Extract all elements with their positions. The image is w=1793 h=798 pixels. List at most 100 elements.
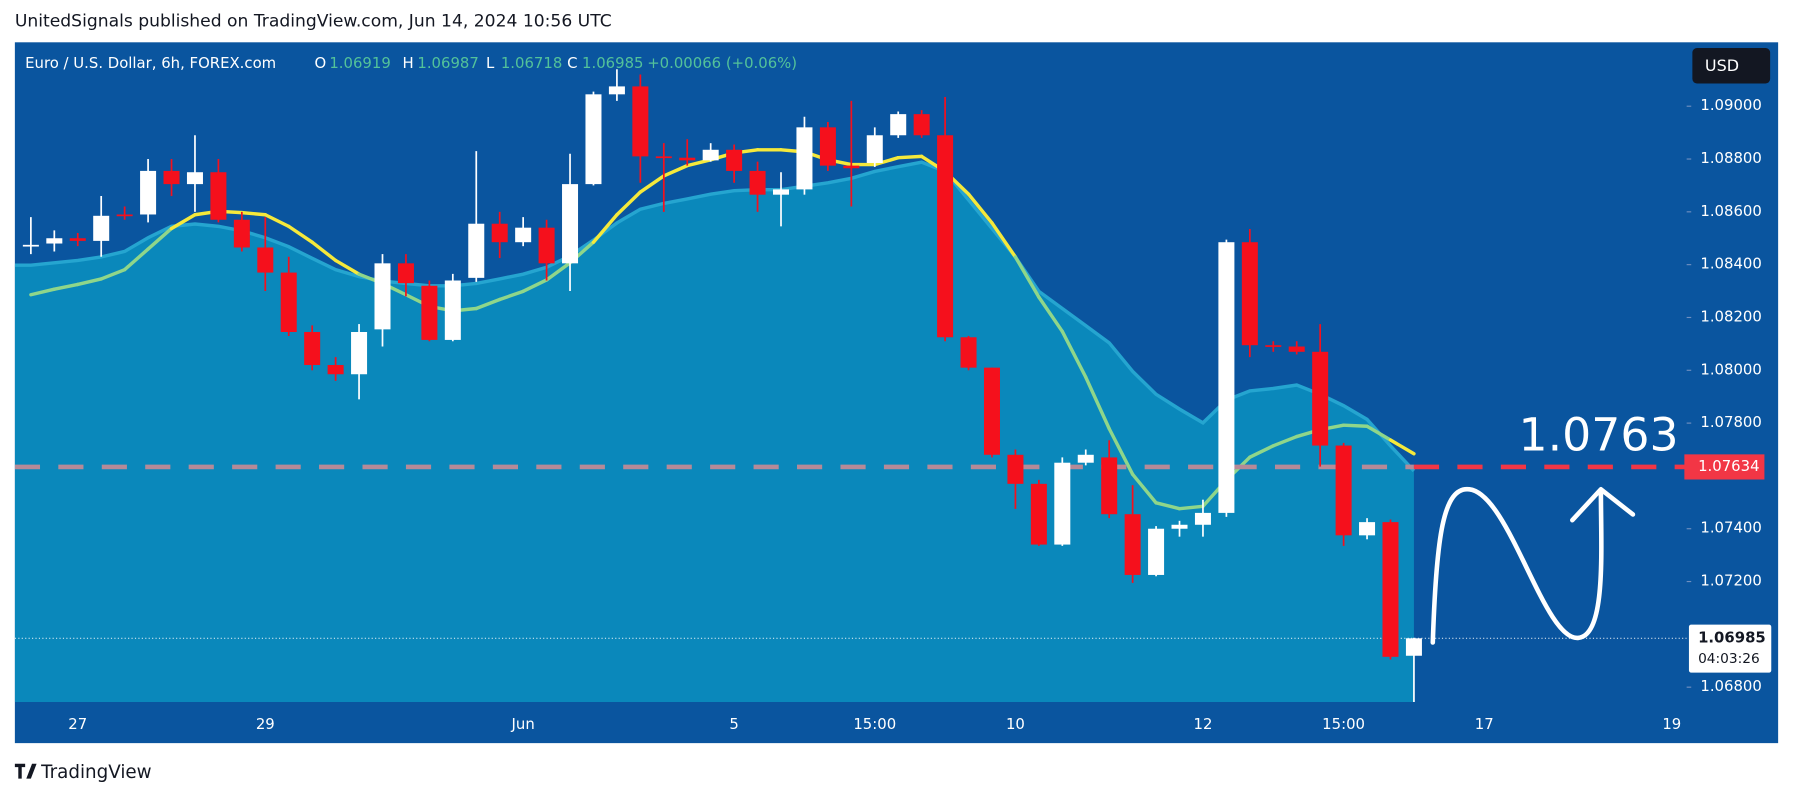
candle-body xyxy=(515,227,532,243)
currency-button[interactable] xyxy=(1692,48,1771,84)
indicator-line-segment xyxy=(76,277,103,287)
candle-body xyxy=(327,365,344,375)
candle-body xyxy=(397,263,414,284)
candle-body xyxy=(585,94,602,185)
drawn-arrow xyxy=(1430,487,1636,645)
x-tick-label: 27 xyxy=(68,715,87,733)
indicator-line-segment xyxy=(474,297,502,311)
candle-body xyxy=(632,86,649,157)
indicator-line-segment xyxy=(873,155,900,167)
indicator-line-segment xyxy=(1365,424,1393,442)
indicator-line-segment xyxy=(896,154,924,160)
legend-value: 1.06985 xyxy=(582,54,643,72)
indicator-line-segment xyxy=(990,221,1018,259)
indicator-line-segment xyxy=(685,158,713,168)
x-tick-label: 5 xyxy=(729,715,738,733)
candle-body xyxy=(773,189,790,195)
y-tick-label: 1.08800 xyxy=(1700,149,1761,167)
candle-body xyxy=(374,263,391,330)
symbol-title: Euro / U.S. Dollar, 6h, FOREX.com xyxy=(25,54,276,72)
candle-body xyxy=(1218,242,1235,513)
indicator-line-segment xyxy=(544,261,572,282)
candle-body xyxy=(233,219,250,248)
candle-body xyxy=(890,114,907,136)
candle-body xyxy=(655,156,672,159)
indicator-line-segment xyxy=(333,258,361,276)
candle-body xyxy=(679,157,696,161)
indicator-line-segment xyxy=(638,174,666,194)
candle-body xyxy=(69,238,86,241)
candle-body xyxy=(421,285,438,340)
candle-body xyxy=(1265,345,1282,347)
indicator-line-segment xyxy=(1130,472,1158,505)
candle-body xyxy=(866,135,883,163)
indicator-line-segment xyxy=(1107,426,1135,477)
target-annotation: 1.0763 xyxy=(1519,408,1679,461)
indicator-line-segment xyxy=(1154,501,1182,511)
indicator-line-segment xyxy=(287,224,314,244)
indicator-line-segment xyxy=(1388,438,1416,456)
overlay: 1.06800 1.07200 1.07400 1.07800 1.08000 1.082… xyxy=(68,96,1772,733)
legend-value: 1.06987 xyxy=(417,54,478,72)
candle-body xyxy=(491,223,508,243)
candle-body xyxy=(1007,454,1024,484)
indicator-line-segment xyxy=(1037,295,1065,334)
legend-change: +0.00066 (+0.06%) xyxy=(647,54,797,72)
candle-body xyxy=(749,170,766,195)
candle-body xyxy=(1171,524,1188,529)
indicator-line-segment xyxy=(1060,329,1088,379)
candle-body xyxy=(960,337,977,368)
y-tick-label: 1.08600 xyxy=(1700,202,1761,220)
candle-body xyxy=(983,367,1000,455)
indicator-line-segment xyxy=(662,163,689,178)
x-tick-label: 12 xyxy=(1193,715,1212,733)
indicator-line-segment xyxy=(497,289,525,302)
candle-body xyxy=(1030,483,1047,545)
candle-body xyxy=(93,215,110,241)
candle-body xyxy=(913,114,930,136)
x-tick-label: 17 xyxy=(1475,715,1494,733)
candle-body xyxy=(210,172,227,220)
indicator-line-segment xyxy=(1084,375,1111,431)
candle-body xyxy=(1382,522,1399,657)
brand-name: TradingView xyxy=(40,762,152,783)
candle-body xyxy=(1101,457,1118,515)
currency-label[interactable]: USD xyxy=(1705,56,1739,75)
candle-body xyxy=(1148,528,1165,575)
y-tick-label: 1.08200 xyxy=(1700,307,1761,325)
indicator-line-segment xyxy=(29,287,57,297)
candle-body xyxy=(1194,512,1211,525)
x-tick-label: 29 xyxy=(256,715,275,733)
x-tick-label: 15:00 xyxy=(853,715,896,733)
legend-key: C xyxy=(567,54,577,72)
indicator-line-segment xyxy=(1013,255,1041,299)
y-tick-label: 1.08400 xyxy=(1700,255,1761,273)
indicator-line-segment xyxy=(52,282,80,291)
candle-body xyxy=(140,170,157,215)
legend-value: 1.06718 xyxy=(501,54,562,72)
candle-body xyxy=(1405,638,1422,656)
legend-key: L xyxy=(486,54,495,72)
y-tick-label: 1.07200 xyxy=(1700,572,1761,590)
candle-body xyxy=(444,280,461,340)
candle-body xyxy=(163,170,180,185)
candle-body xyxy=(1124,514,1141,575)
candle-body xyxy=(819,127,836,166)
indicator-line-segment xyxy=(591,213,619,244)
legend-value: 1.06919 xyxy=(329,54,390,72)
candle-body xyxy=(1054,462,1071,545)
x-tick-label: 19 xyxy=(1662,715,1681,733)
y-tick-label: 1.09000 xyxy=(1700,96,1761,114)
y-tick-label: 1.06800 xyxy=(1700,677,1761,695)
candle-body xyxy=(1312,351,1329,446)
indicator-line-segment xyxy=(966,192,994,225)
price-line-label: 1.07634 xyxy=(1698,457,1759,475)
y-tick-label: 1.07800 xyxy=(1700,413,1761,431)
current-price-badge xyxy=(1688,624,1772,673)
indicator-line-segment xyxy=(310,240,338,263)
indicator-line-segment xyxy=(1271,434,1299,448)
price-line-badge xyxy=(1684,454,1765,480)
indicator-line-segment xyxy=(1248,444,1275,459)
legend-key: H xyxy=(403,54,414,72)
